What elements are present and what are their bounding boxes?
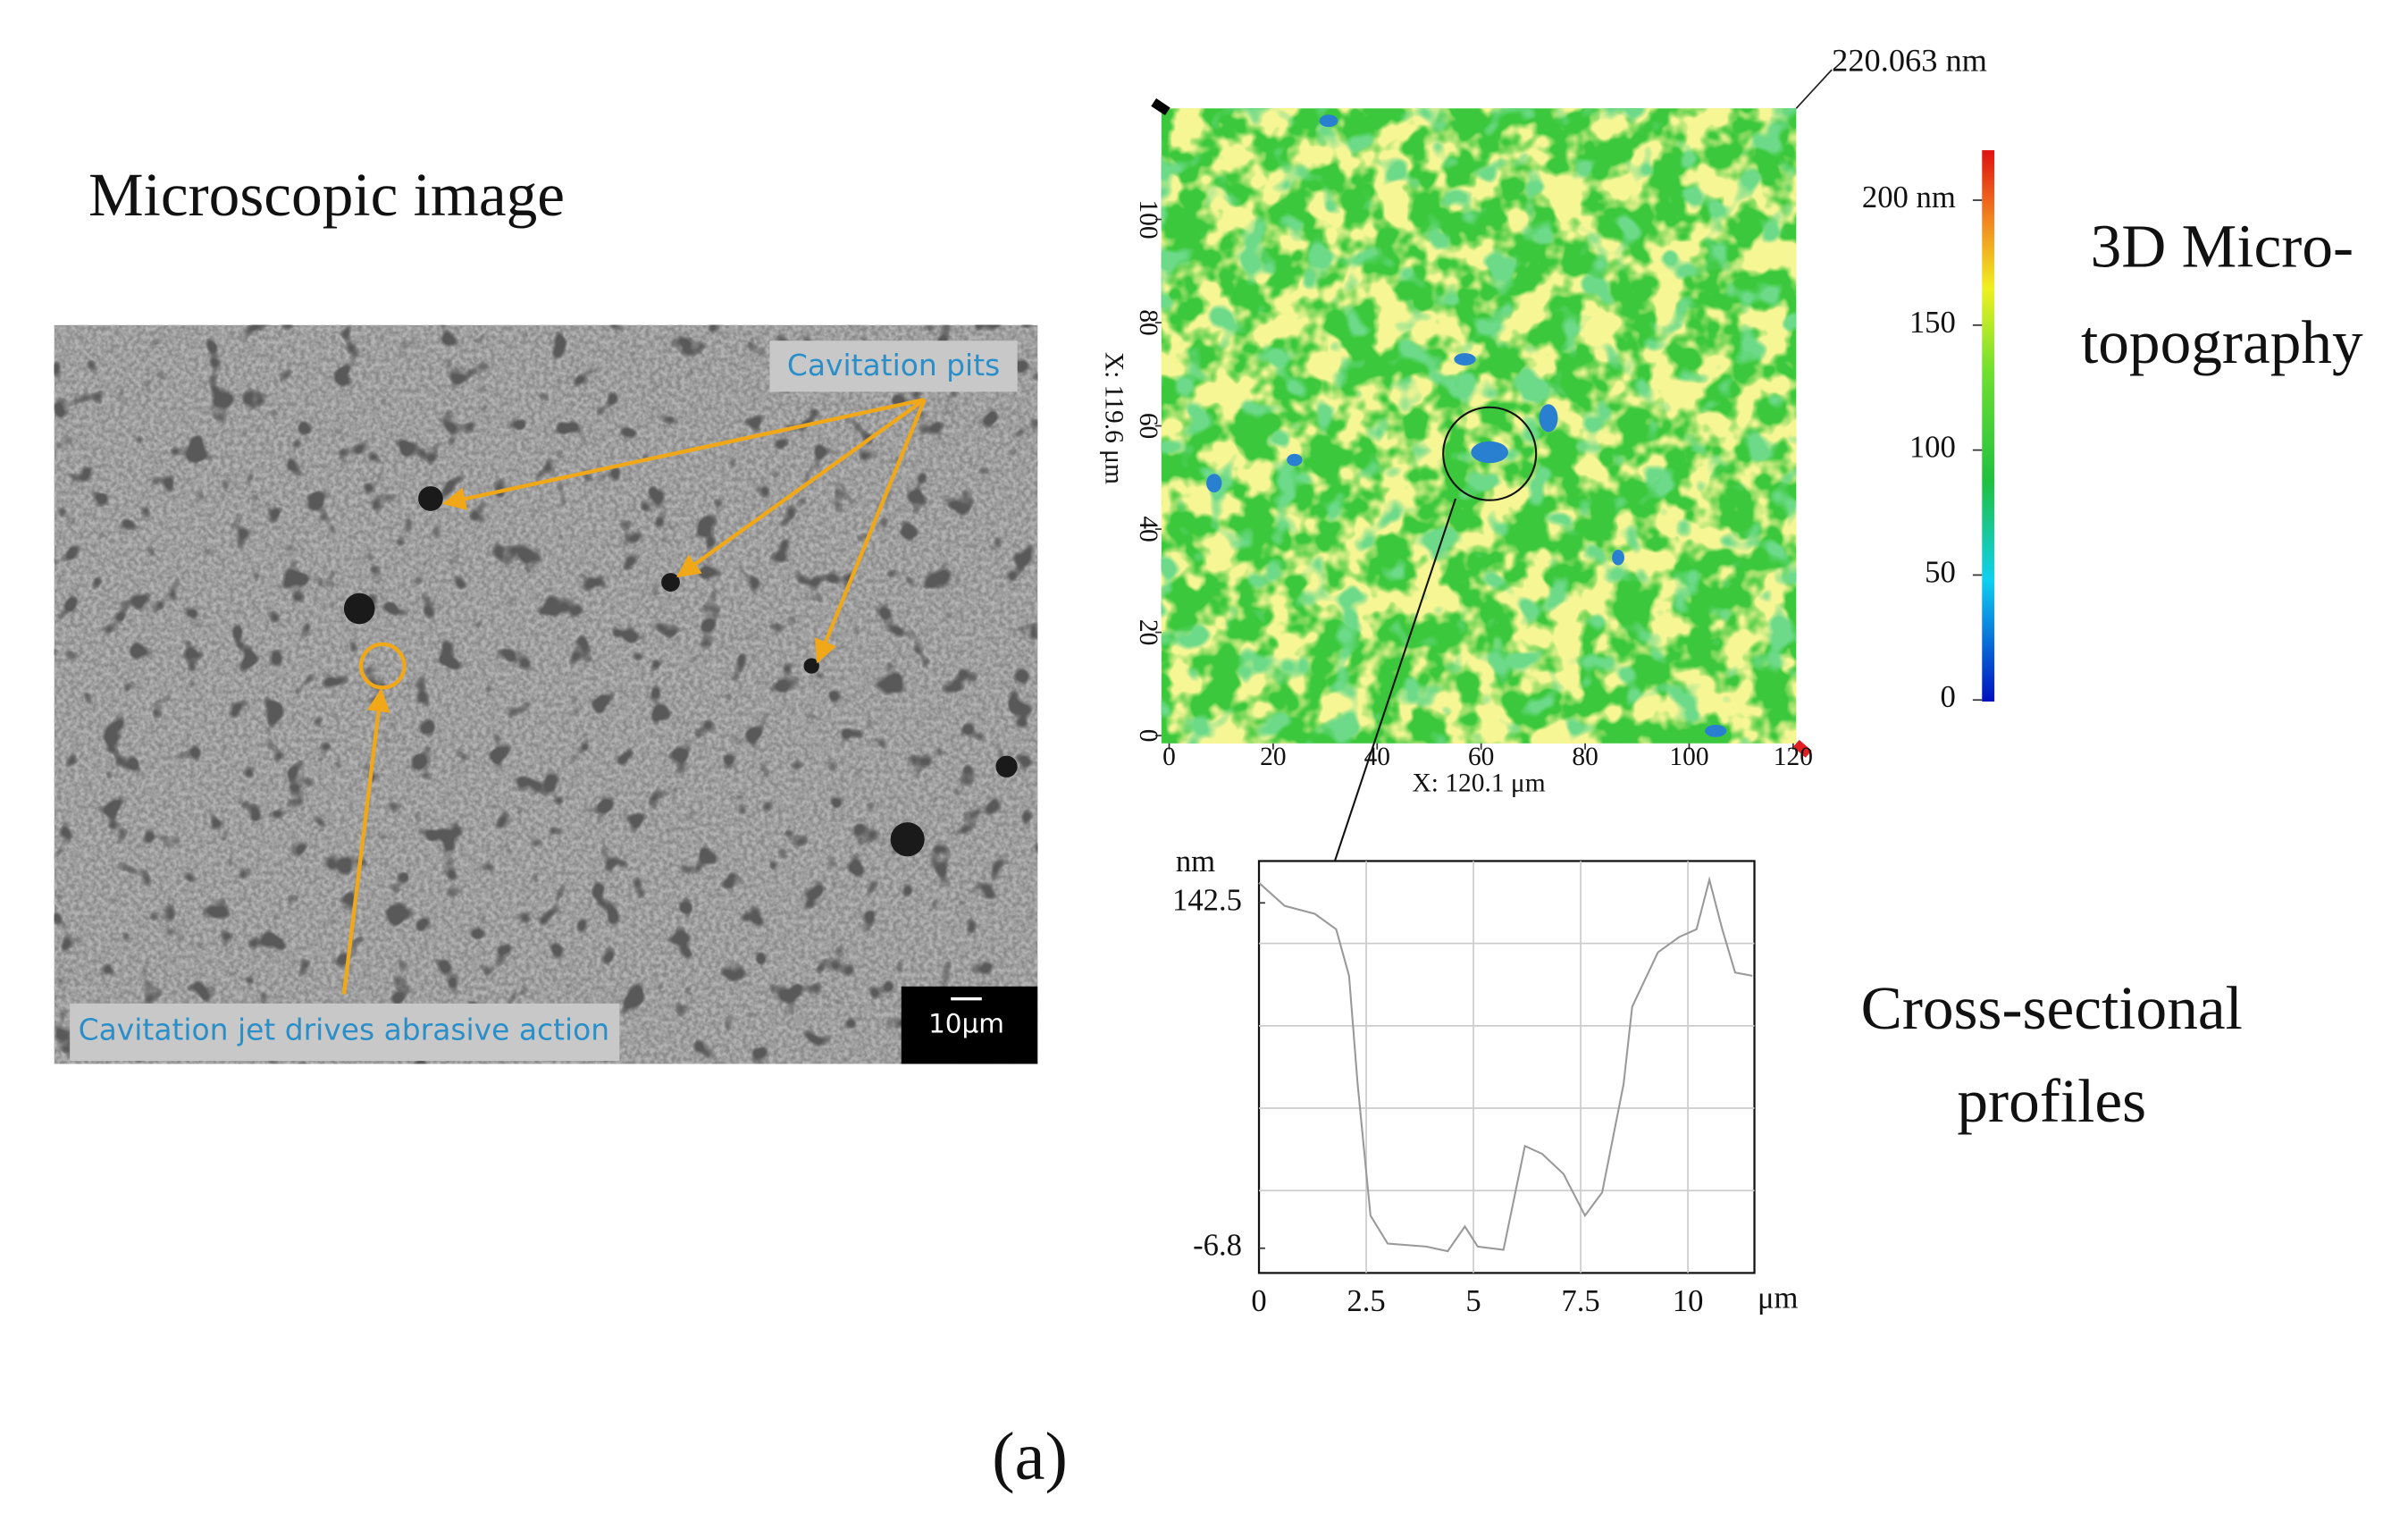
x-tick-label: 2.5 xyxy=(1347,1284,1385,1318)
y-tick-label: 40 xyxy=(1134,516,1162,542)
x-axis-label: X: 120.1 μm xyxy=(1413,769,1546,797)
arrows xyxy=(341,397,927,995)
y-tick-label: 0 xyxy=(1134,729,1162,743)
x-tick-label: 80 xyxy=(1572,743,1598,771)
micrograph-spots xyxy=(54,324,1038,1064)
colorbar-tick-label: 50 xyxy=(1925,555,1956,589)
x-tick-label: 40 xyxy=(1364,743,1390,771)
x-tick-label: 5 xyxy=(1465,1284,1481,1318)
profile-title: profiles xyxy=(1957,1066,2146,1135)
topography-low xyxy=(1161,108,1797,744)
y-tick-label: 80 xyxy=(1134,309,1162,335)
colorbar-tick-label: 100 xyxy=(1909,431,1956,465)
x-tick-label: 20 xyxy=(1260,743,1286,771)
x-tick-label: 0 xyxy=(1162,743,1176,771)
scale-bar-label: 10µm xyxy=(928,1009,1004,1039)
x-tick-label: 60 xyxy=(1468,743,1494,771)
label-box xyxy=(70,1003,620,1062)
micrograph-title: Microscopic image xyxy=(88,160,565,229)
y-tick-label: 60 xyxy=(1134,413,1162,439)
profile-title: Cross-sectional xyxy=(1861,973,2243,1042)
corner-marker xyxy=(1792,739,1812,758)
y-axis-label: X: 119.6 μm xyxy=(1100,352,1128,484)
selection-circle xyxy=(1442,406,1538,501)
x-tick-label: 7.5 xyxy=(1561,1284,1599,1318)
colorbar-tick-label: 150 xyxy=(1909,306,1956,340)
panel-label: (a) xyxy=(992,1419,1068,1494)
corner-marker xyxy=(1151,98,1170,116)
selection-leader xyxy=(1333,498,1457,862)
plot-frame xyxy=(1257,860,1756,1274)
topography-pits xyxy=(1206,114,1727,737)
x-tick-label: 0 xyxy=(1251,1284,1266,1318)
y-tick-label: 100 xyxy=(1134,199,1162,239)
max-leader xyxy=(1795,69,1833,109)
x-tick-label: 100 xyxy=(1669,743,1708,771)
x-unit: μm xyxy=(1758,1282,1799,1315)
y-tick-label: 142.5 xyxy=(1172,883,1242,917)
grid xyxy=(1259,942,1755,1192)
x-tick-label: 10 xyxy=(1673,1284,1704,1318)
y-tick-label: 20 xyxy=(1134,619,1162,645)
label-box xyxy=(769,340,1018,392)
x-tick-label: 120 xyxy=(1774,743,1813,771)
colorbar-tick-label: 0 xyxy=(1940,680,1955,714)
profile-line xyxy=(1258,876,1753,1253)
colorbar xyxy=(1982,150,1995,702)
y-tick-label: -6.8 xyxy=(1193,1229,1242,1263)
colorbar-tick-label: 200 nm xyxy=(1862,181,1956,214)
y-unit: nm xyxy=(1176,845,1215,878)
topography-title: topography xyxy=(2081,307,2363,376)
pits-label: Cavitation pits xyxy=(787,348,1000,382)
jet-label: Cavitation jet drives abrasive action xyxy=(79,1013,609,1047)
max-label: 220.063 nm xyxy=(1832,42,1987,78)
topography-title: 3D Micro- xyxy=(2091,211,2353,280)
